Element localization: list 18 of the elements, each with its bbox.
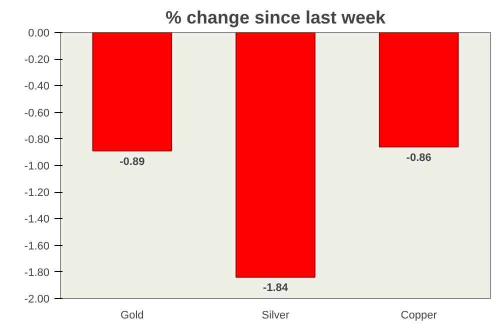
y-tick-label: -0.40	[24, 80, 50, 93]
y-tick-label: -1.40	[24, 214, 50, 226]
chart-title: % change since last week	[165, 8, 387, 28]
data-label: -0.89	[120, 156, 145, 168]
data-label: -0.86	[406, 152, 432, 164]
x-tick-label: Silver	[262, 310, 290, 322]
y-tick-label: -1.60	[24, 240, 50, 252]
x-tick-label: Copper	[400, 310, 438, 322]
x-tick-label: Gold	[120, 310, 144, 322]
y-tick-label: -1.80	[24, 266, 50, 279]
y-tick-label: -1.20	[24, 187, 50, 200]
y-tick-label: -0.60	[24, 107, 50, 120]
y-tick-label: -1.00	[24, 160, 50, 172]
y-tick-label: -2.00	[24, 294, 50, 306]
y-tick-label: -0.20	[24, 54, 50, 66]
y-tick-label: -0.80	[24, 134, 50, 146]
data-label: -1.84	[262, 282, 289, 294]
y-tick-label: 0.00	[28, 28, 50, 40]
